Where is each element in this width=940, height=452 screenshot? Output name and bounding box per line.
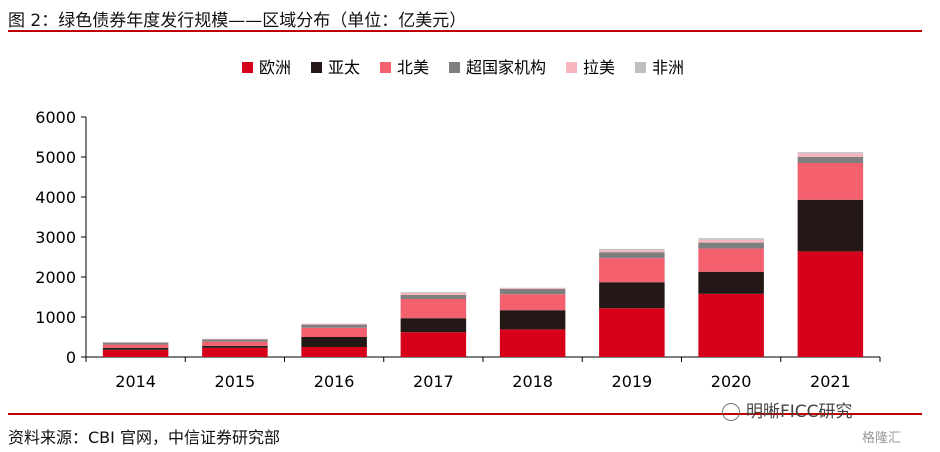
bar-segment bbox=[698, 293, 764, 357]
x-tick-label: 2015 bbox=[215, 372, 256, 391]
watermark-text: 明晰FICC研究 bbox=[746, 402, 853, 422]
bar-segment bbox=[202, 345, 268, 348]
bar-segment bbox=[698, 239, 764, 243]
bar-segment bbox=[797, 199, 864, 252]
bar-segment bbox=[400, 293, 467, 295]
legend: 欧洲 亚太 北美 超国家机构 拉美 非洲 bbox=[242, 58, 684, 77]
bar-segment bbox=[301, 337, 367, 347]
x-tick-label: 2017 bbox=[413, 372, 454, 391]
bar-segment bbox=[599, 308, 665, 357]
y-tick-label: 4000 bbox=[35, 188, 76, 207]
bar-segment bbox=[797, 163, 864, 200]
bar-segment bbox=[202, 341, 268, 346]
bar-segment bbox=[499, 310, 566, 330]
legend-swatch bbox=[311, 62, 322, 73]
y-tick-label: 1000 bbox=[35, 308, 76, 327]
legend-swatch bbox=[242, 62, 253, 73]
bar-segment bbox=[599, 252, 665, 259]
bar-segment bbox=[797, 153, 864, 157]
legend-label: 欧洲 bbox=[259, 58, 291, 77]
source-note: 资料来源：CBI 官网，中信证券研究部 bbox=[8, 428, 280, 447]
bar-segment bbox=[102, 347, 169, 350]
x-tick-label: 2016 bbox=[314, 372, 355, 391]
bar-segment bbox=[698, 242, 764, 249]
bars bbox=[102, 152, 864, 357]
bar-segment bbox=[301, 324, 367, 328]
x-axis: 2014 2015 2016 2017 2018 2019 2020 2021 bbox=[85, 356, 881, 391]
x-tick-label: 2014 bbox=[115, 372, 156, 391]
bar-segment bbox=[499, 329, 566, 357]
x-tick-label: 2018 bbox=[512, 372, 553, 391]
bar-segment bbox=[599, 258, 665, 283]
y-axis: 0 1000 2000 3000 4000 5000 6000 bbox=[35, 108, 87, 367]
legend-swatch bbox=[449, 62, 460, 73]
watermark-gelonghui: 格隆汇 bbox=[862, 431, 902, 446]
legend-swatch bbox=[380, 62, 391, 73]
bar-segment bbox=[102, 349, 169, 357]
bar-segment bbox=[797, 157, 864, 163]
bar-segment bbox=[797, 251, 864, 357]
bar-segment bbox=[698, 271, 764, 294]
bar-segment bbox=[599, 250, 665, 253]
bar-segment bbox=[400, 299, 467, 319]
legend-label: 非洲 bbox=[652, 58, 684, 77]
bar-segment bbox=[102, 342, 169, 345]
bar-segment bbox=[301, 347, 367, 357]
bar-segment bbox=[301, 327, 367, 337]
legend-label: 北美 bbox=[397, 58, 429, 77]
y-tick-label: 0 bbox=[66, 348, 76, 367]
bar-segment bbox=[202, 339, 268, 342]
y-tick-label: 2000 bbox=[35, 268, 76, 287]
bar-segment bbox=[797, 152, 864, 154]
bar-segment bbox=[599, 282, 665, 309]
y-tick-label: 5000 bbox=[35, 148, 76, 167]
bar-chart: 欧洲 亚太 北美 超国家机构 拉美 非洲 0 1000 2000 3000 4000 5000 600… bbox=[35, 58, 881, 391]
wechat-icon bbox=[722, 403, 740, 421]
watermark-wechat: 明晰FICC研究 bbox=[722, 397, 853, 422]
bar-segment bbox=[400, 332, 467, 357]
legend-swatch bbox=[635, 62, 646, 73]
title-divider bbox=[8, 30, 922, 32]
bar-segment bbox=[599, 249, 665, 251]
y-tick-label: 6000 bbox=[35, 108, 76, 127]
footer-divider bbox=[8, 413, 922, 415]
bar-segment bbox=[301, 323, 367, 325]
chart-title: 图 2：绿色债券年度发行规模——区域分布（单位：亿美元） bbox=[8, 11, 467, 31]
bar-segment bbox=[698, 248, 764, 272]
bar-segment bbox=[202, 347, 268, 357]
x-tick-label: 2020 bbox=[711, 372, 752, 391]
bar-segment bbox=[400, 295, 467, 299]
legend-label: 亚太 bbox=[328, 58, 360, 77]
bar-segment bbox=[400, 318, 467, 333]
legend-label: 超国家机构 bbox=[466, 58, 546, 77]
bar-segment bbox=[499, 294, 566, 311]
bar-segment bbox=[400, 292, 467, 293]
x-tick-label: 2019 bbox=[612, 372, 653, 391]
bar-segment bbox=[102, 344, 169, 348]
bar-segment bbox=[698, 238, 764, 240]
x-tick-label: 2021 bbox=[810, 372, 851, 391]
y-tick-label: 3000 bbox=[35, 228, 76, 247]
legend-swatch bbox=[566, 62, 577, 73]
legend-label: 拉美 bbox=[583, 58, 615, 77]
bar-segment bbox=[499, 288, 566, 289]
bar-segment bbox=[499, 289, 566, 295]
